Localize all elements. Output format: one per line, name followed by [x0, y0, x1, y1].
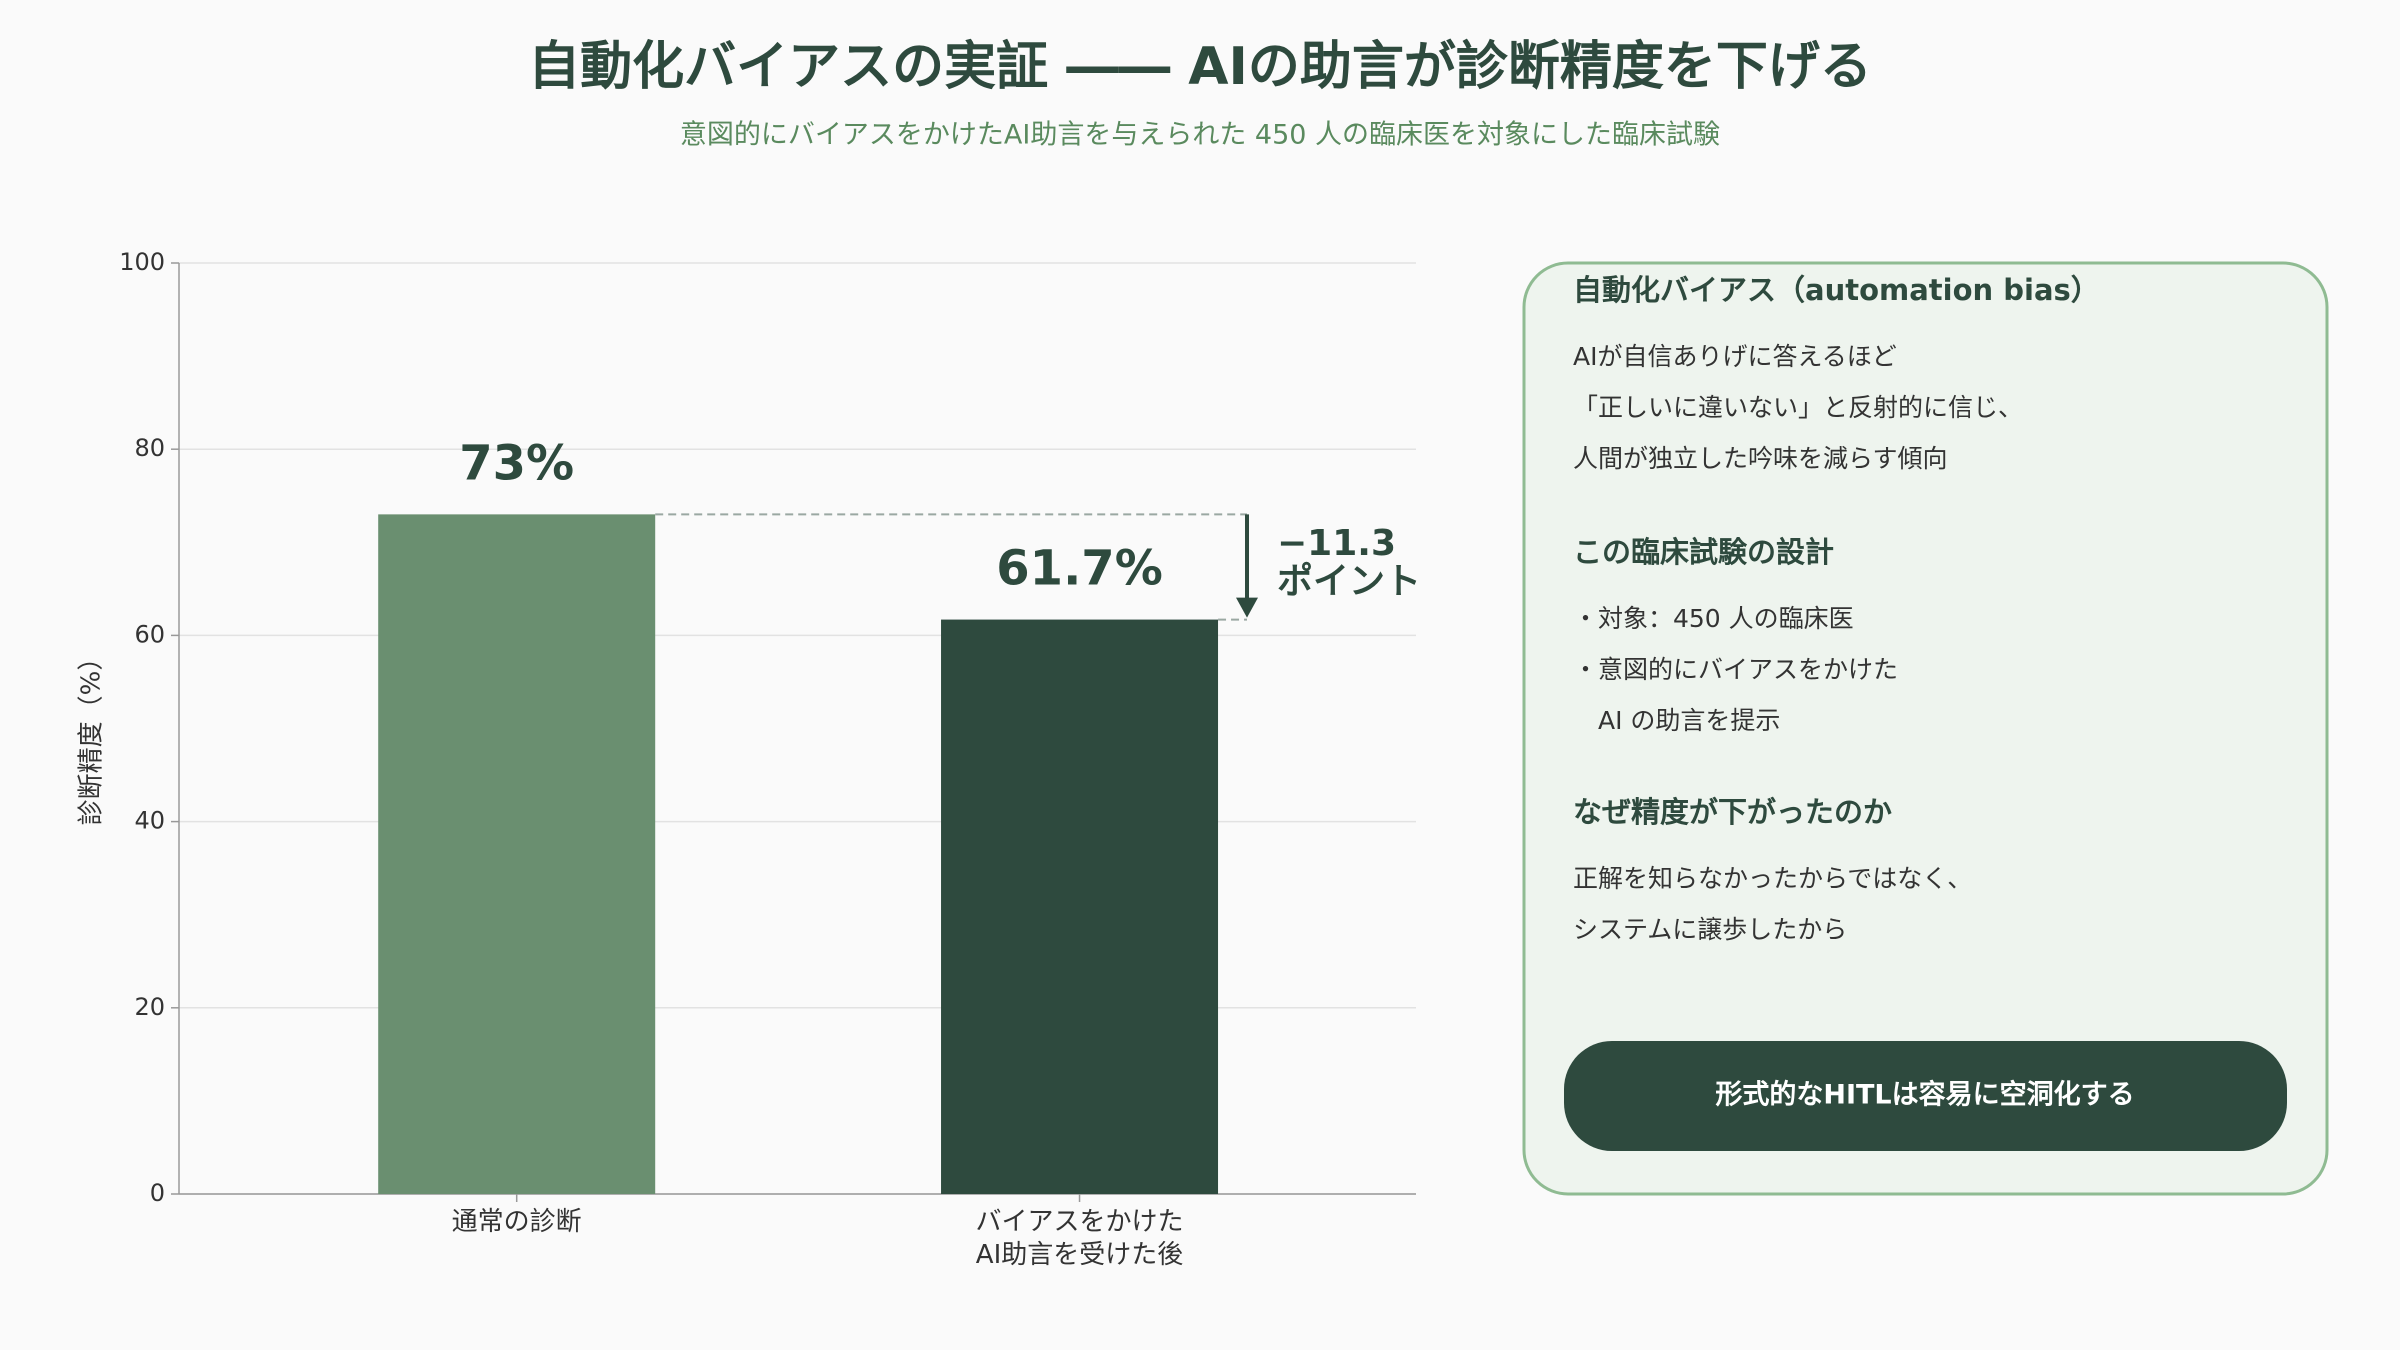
y-tick-label: 0 — [150, 1179, 165, 1207]
data-label: 61.7% — [996, 541, 1163, 597]
y-tick-label: 60 — [134, 620, 165, 648]
panel-text: AI の助言を提示 — [1598, 706, 1780, 735]
panel-heading: 自動化バイアス（automation bias） — [1573, 273, 2100, 307]
x-tick-label: バイアスをかけた AI助言を受けた後 — [975, 1207, 1184, 1270]
panel-text: ・対象：450 人の臨床医 — [1573, 604, 1854, 633]
panel-heading: この臨床試験の設計 — [1573, 535, 1834, 569]
y-tick-label: 40 — [134, 807, 165, 835]
y-axis-label: 診断精度（%） — [77, 645, 107, 826]
y-tick-label: 100 — [119, 248, 165, 276]
panel-text: 「正しいに違いない」と反射的に信じ、 — [1573, 393, 2023, 422]
panel-text: 人間が独立した吟味を減らす傾向 — [1573, 444, 1948, 473]
panel-text: 正解を知らなかったからではなく、 — [1573, 864, 1972, 893]
arrow-head — [1236, 597, 1258, 618]
panel-heading: なぜ精度が下がったのか — [1573, 795, 1892, 829]
panel-text: システムに譲歩したから — [1573, 915, 1847, 944]
annotation: ポイント — [1277, 560, 1421, 602]
info-panel — [1522, 261, 2329, 1196]
panel-text: AIが自信ありげに答えるほど — [1573, 342, 1897, 371]
x-tick-label: 通常の診断 — [451, 1207, 582, 1237]
chart-title: 自動化バイアスの実証 ―― AIの助言が診断精度を下げる — [528, 37, 1872, 97]
data-label: 73% — [459, 435, 574, 491]
callout-box — [1564, 1041, 2287, 1151]
y-tick-label: 80 — [134, 434, 165, 462]
y-tick-label: 20 — [134, 993, 165, 1021]
panel-text: ・意図的にバイアスをかけた — [1573, 655, 1898, 684]
callout-text: 形式的なHITLは容易に空洞化する — [1715, 1079, 2134, 1111]
chart-subtitle: 意図的にバイアスをかけたAI助言を与えられた 450 人の臨床医を対象にした臨床… — [680, 120, 1720, 151]
annotation: −11.3 — [1277, 523, 1396, 564]
bar — [378, 514, 656, 1194]
bar — [941, 619, 1219, 1194]
